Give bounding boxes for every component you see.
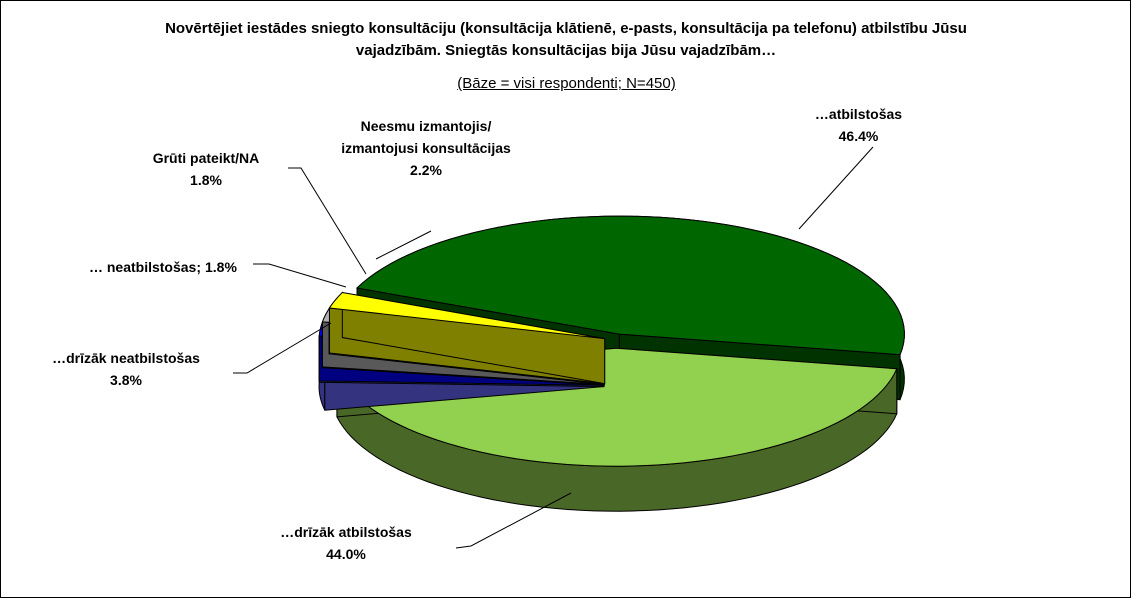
data-label-value: 1.8% <box>205 259 237 275</box>
data-label-name: …drīzāk neatbilstošas <box>52 350 200 366</box>
data-label-value: 44.0% <box>326 546 366 562</box>
chart-subtitle: (Bāze = visi respondenti; N=450) <box>457 75 676 92</box>
leader-line <box>253 263 347 288</box>
chart-title: Novērtējiet iestādes sniegto konsultācij… <box>165 20 967 59</box>
data-label-name: Grūti pateikt/NA <box>152 150 260 166</box>
data-label-value: 2.2% <box>410 162 442 178</box>
data-label-name: …atbilstošas <box>814 106 903 122</box>
data-label-value: 46.4% <box>838 128 879 144</box>
leader-line <box>798 146 874 230</box>
leader-line <box>375 230 432 260</box>
leader-line <box>455 492 572 549</box>
leader-line <box>288 167 367 275</box>
data-label-name: Neesmu izmantojis/ izmantojusi konsultāc… <box>341 118 511 156</box>
pie-slice <box>328 291 606 385</box>
data-label-value: 3.8% <box>110 372 142 388</box>
data-label-name: … neatbilstošas; <box>88 259 201 275</box>
data-label-name: …drīzāk atbilstošas <box>280 524 412 540</box>
leader-line <box>233 322 332 374</box>
data-label-value: 1.8% <box>190 172 222 188</box>
slice-top <box>355 215 905 356</box>
slice-top <box>328 292 605 340</box>
